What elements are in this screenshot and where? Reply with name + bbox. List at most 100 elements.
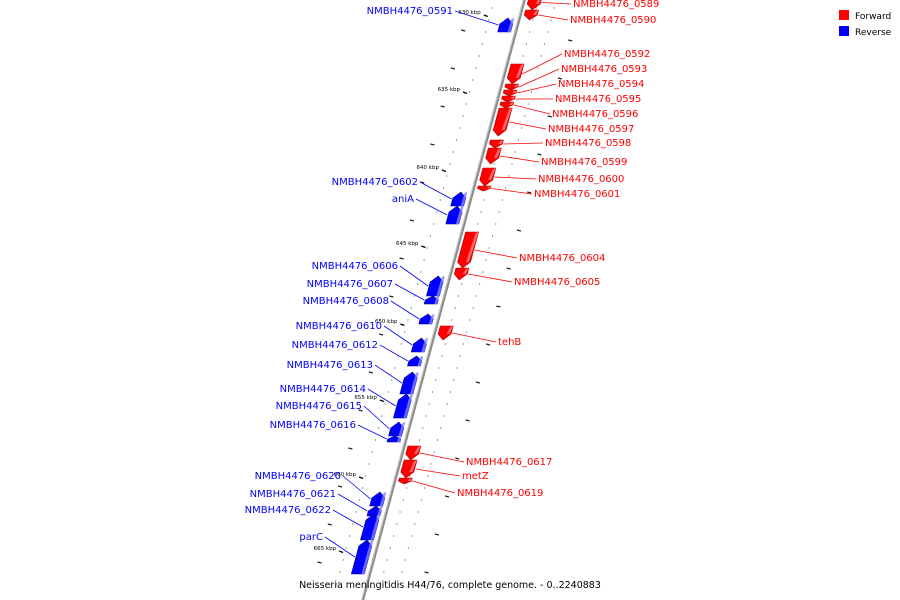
- minor-tick: [537, 153, 542, 156]
- gene-nmbh4476_0599-arrow[interactable]: [485, 147, 502, 165]
- guide-dot: [342, 559, 344, 561]
- gene-arrow-body: [502, 89, 518, 97]
- gene-label-nmbh4476_0622[interactable]: NMBH4476_0622: [245, 505, 331, 516]
- gene-nmbh4476_0616-arrow[interactable]: [386, 435, 402, 443]
- gene-nmbh4476_0613-arrow[interactable]: [399, 371, 419, 395]
- gene-label-nmbh4476_0602[interactable]: NMBH4476_0602: [332, 177, 418, 188]
- gene-label-nmbh4476_0615[interactable]: NMBH4476_0615: [276, 401, 362, 412]
- gene-leader-line: [491, 188, 533, 195]
- gene-nmbh4476_0605-arrow[interactable]: [453, 267, 470, 281]
- minor-tick: [475, 381, 481, 384]
- gene-nmbh4476_0620-arrow[interactable]: [369, 491, 387, 507]
- gene-nmbh4476_0606-arrow[interactable]: [425, 275, 445, 297]
- gene-label-nmbh4476_0606[interactable]: NMBH4476_0606: [312, 261, 398, 272]
- gene-nmbh4476_0596-arrow[interactable]: [499, 101, 515, 109]
- gene-leader-line: [412, 480, 456, 494]
- gene-label-nmbh4476_0604[interactable]: NMBH4476_0604: [519, 253, 605, 264]
- guide-dot: [336, 583, 338, 585]
- gene-arrow-shade: [409, 460, 418, 472]
- gene-label-parc[interactable]: parC: [299, 532, 323, 543]
- guide-dot: [430, 463, 432, 465]
- minor-tick: [389, 295, 394, 298]
- gene-label-nmbh4476_0594[interactable]: NMBH4476_0594: [558, 79, 644, 90]
- guide-dot: [418, 439, 421, 441]
- gene-tehb-arrow[interactable]: [437, 325, 454, 341]
- gene-nmbh4476_0594-arrow[interactable]: [502, 89, 518, 97]
- guide-dot: [378, 427, 380, 429]
- gene-label-nmbh4476_0590[interactable]: NMBH4476_0590: [570, 15, 656, 26]
- gene-nmbh4476_0604-arrow[interactable]: [457, 231, 480, 269]
- gene-label-tehb[interactable]: tehB: [498, 337, 521, 348]
- guide-dot: [433, 223, 435, 225]
- gene-label-nmbh4476_0610[interactable]: NMBH4476_0610: [296, 321, 382, 332]
- guide-dot: [457, 295, 459, 297]
- gene-label-nmbh4476_0612[interactable]: NMBH4476_0612: [292, 340, 378, 351]
- gene-label-nmbh4476_0621[interactable]: NMBH4476_0621: [250, 489, 336, 500]
- gene-label-nmbh4476_0595[interactable]: NMBH4476_0595: [555, 94, 641, 105]
- gene-label-nmbh4476_0596[interactable]: NMBH4476_0596: [552, 109, 638, 120]
- gene-nmbh4476_0593-arrow[interactable]: [504, 83, 520, 91]
- gene-label-nmbh4476_0619[interactable]: NMBH4476_0619: [457, 488, 543, 499]
- gene-nmbh4476_0608-arrow[interactable]: [418, 313, 435, 325]
- gene-nmbh4476_0601-arrow[interactable]: [477, 185, 492, 192]
- guide-dot: [423, 487, 426, 489]
- gene-label-nmbh4476_0608[interactable]: NMBH4476_0608: [303, 296, 389, 307]
- guide-dot: [532, 19, 534, 21]
- guide-dot: [414, 523, 416, 525]
- guide-dot: [431, 391, 434, 393]
- gene-nmbh4476_0589-arrow[interactable]: [526, 0, 542, 11]
- gene-label-nmbh4476_0617[interactable]: NMBH4476_0617: [466, 457, 552, 468]
- gene-metz-arrow[interactable]: [400, 459, 418, 479]
- gene-nmbh4476_0614-arrow[interactable]: [393, 393, 413, 419]
- gene-nmbh4476_0622-arrow[interactable]: [360, 513, 381, 541]
- gene-label-metz[interactable]: metZ: [462, 471, 489, 482]
- gene-nmbh4476_0602-arrow[interactable]: [450, 191, 468, 207]
- gene-label-nmbh4476_0597[interactable]: NMBH4476_0597: [548, 124, 634, 135]
- gene-arrow-shade: [465, 232, 479, 262]
- gene-nmbh4476_0610-arrow[interactable]: [410, 337, 429, 353]
- gene-arrow-shade: [488, 168, 496, 180]
- gene-label-nmbh4476_0607[interactable]: NMBH4476_0607: [307, 279, 393, 290]
- gene-parc-arrow[interactable]: [350, 539, 374, 575]
- gene-nmbh4476_0591-arrow[interactable]: [497, 17, 515, 33]
- gene-nmbh4476_0607-arrow[interactable]: [423, 295, 440, 305]
- guide-dot: [483, 199, 485, 201]
- gene-label-nmbh4476_0601[interactable]: NMBH4476_0601: [534, 189, 620, 200]
- guide-dot: [535, 7, 537, 9]
- gene-label-nmbh4476_0592[interactable]: NMBH4476_0592: [564, 49, 650, 60]
- guide-dot: [368, 463, 370, 465]
- gene-nmbh4476_0598-arrow[interactable]: [489, 139, 504, 149]
- gene-leader-line: [541, 2, 572, 5]
- gene-label-nmbh4476_0616[interactable]: NMBH4476_0616: [270, 420, 356, 431]
- gene-label-nmbh4476_0620[interactable]: NMBH4476_0620: [255, 471, 341, 482]
- gene-leader-line: [500, 155, 540, 163]
- gene-leader-line: [454, 10, 499, 26]
- gene-nmbh4476_0617-arrow[interactable]: [405, 445, 422, 461]
- guide-dot: [371, 451, 373, 453]
- gene-label-nmbh4476_0589[interactable]: NMBH4476_0589: [573, 0, 659, 10]
- gene-nmbh4476_0600-arrow[interactable]: [479, 167, 497, 187]
- gene-label-nmbh4476_0613[interactable]: NMBH4476_0613: [287, 360, 373, 371]
- gene-label-nmbh4476_0598[interactable]: NMBH4476_0598: [545, 138, 631, 149]
- guide-dot: [453, 379, 455, 381]
- gene-label-ania[interactable]: aniA: [392, 194, 414, 205]
- gene-label-nmbh4476_0600[interactable]: NMBH4476_0600: [538, 174, 624, 185]
- gene-nmbh4476_0595-arrow[interactable]: [501, 95, 516, 103]
- gene-nmbh4476_0612-arrow[interactable]: [407, 355, 424, 367]
- guide-dot: [477, 223, 479, 225]
- gene-nmbh4476_0592-arrow[interactable]: [506, 63, 525, 85]
- gene-nmbh4476_0619-arrow[interactable]: [398, 477, 413, 485]
- gene-label-nmbh4476_0591[interactable]: NMBH4476_0591: [367, 6, 453, 17]
- gene-nmbh4476_0615-arrow[interactable]: [388, 421, 406, 437]
- gene-arrow-shade: [446, 326, 454, 334]
- guide-dot: [409, 475, 411, 477]
- gene-label-nmbh4476_0614[interactable]: NMBH4476_0614: [280, 384, 366, 395]
- gene-nmbh4476_0621-arrow[interactable]: [366, 505, 383, 517]
- gene-label-nmbh4476_0593[interactable]: NMBH4476_0593: [561, 64, 647, 75]
- gene-arrow-shade: [501, 108, 513, 130]
- gene-label-nmbh4476_0599[interactable]: NMBH4476_0599: [541, 157, 627, 168]
- gene-nmbh4476_0597-arrow[interactable]: [492, 107, 513, 137]
- gene-ania-arrow[interactable]: [445, 205, 464, 225]
- gene-label-nmbh4476_0605[interactable]: NMBH4476_0605: [514, 277, 600, 288]
- gene-nmbh4476_0590-arrow[interactable]: [523, 9, 539, 21]
